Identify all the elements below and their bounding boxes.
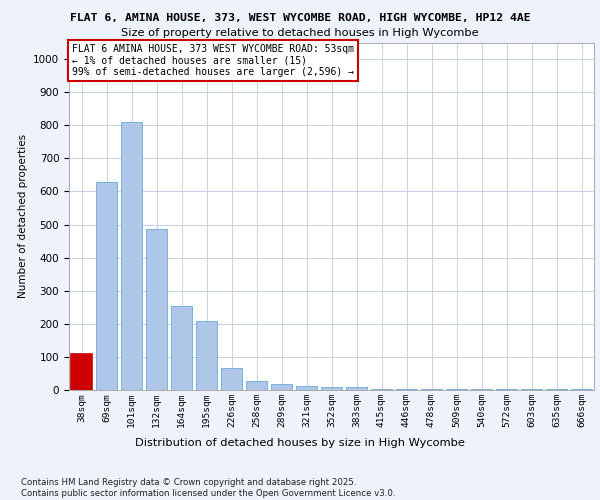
Bar xyxy=(271,384,292,390)
Bar xyxy=(246,381,267,390)
Bar xyxy=(346,386,367,390)
Text: FLAT 6, AMINA HOUSE, 373, WEST WYCOMBE ROAD, HIGH WYCOMBE, HP12 4AE: FLAT 6, AMINA HOUSE, 373, WEST WYCOMBE R… xyxy=(70,12,530,22)
Bar xyxy=(171,306,192,390)
Bar xyxy=(196,320,217,390)
Bar xyxy=(321,386,342,390)
Text: Contains HM Land Registry data © Crown copyright and database right 2025.
Contai: Contains HM Land Registry data © Crown c… xyxy=(21,478,395,498)
Bar xyxy=(221,368,242,390)
Bar xyxy=(71,354,92,390)
Bar xyxy=(146,230,167,390)
Text: Distribution of detached houses by size in High Wycombe: Distribution of detached houses by size … xyxy=(135,438,465,448)
Bar xyxy=(96,182,117,390)
Text: Size of property relative to detached houses in High Wycombe: Size of property relative to detached ho… xyxy=(121,28,479,38)
Text: FLAT 6 AMINA HOUSE, 373 WEST WYCOMBE ROAD: 53sqm
← 1% of detached houses are sma: FLAT 6 AMINA HOUSE, 373 WEST WYCOMBE ROA… xyxy=(71,44,353,78)
Bar xyxy=(296,386,317,390)
Bar xyxy=(121,122,142,390)
Y-axis label: Number of detached properties: Number of detached properties xyxy=(17,134,28,298)
